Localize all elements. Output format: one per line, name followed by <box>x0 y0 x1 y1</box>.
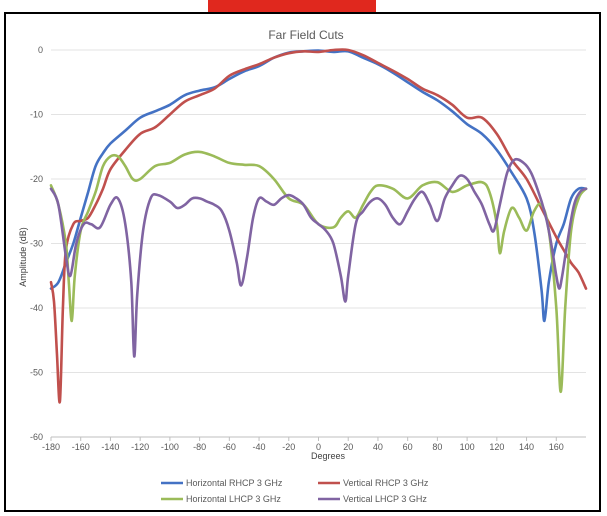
x-tick-label: 80 <box>432 442 442 452</box>
y-tick-label: -30 <box>30 239 43 249</box>
x-tick-label: -40 <box>253 442 266 452</box>
legend-label: Horizontal RHCP 3 GHz <box>186 478 283 488</box>
far-field-chart: Far Field Cuts 0-10-20-30-40-50-60 -180-… <box>18 28 588 504</box>
chart-frame: Far Field Cuts 0 -10 -20 -30 -40 -50 -60 -180-… <box>4 12 601 512</box>
x-tick-label: 20 <box>343 442 353 452</box>
y-tick-label: -50 <box>30 368 43 378</box>
y-tick-label: -60 <box>30 432 43 442</box>
header-tab-bar <box>208 0 376 12</box>
x-tick-label: -180 <box>42 442 60 452</box>
x-tick-label: -100 <box>161 442 179 452</box>
x-axis-label: Degrees <box>311 451 346 461</box>
x-tick-label: 60 <box>403 442 413 452</box>
legend-label: Vertical LHCP 3 GHz <box>343 494 427 504</box>
x-tick-label: -60 <box>223 442 236 452</box>
x-axis-ticks: -180 -160 -140 -120 -100 -80 -60 -40 -20 0 20 40 60 8… <box>42 437 564 452</box>
x-tick-label: -80 <box>193 442 206 452</box>
x-tick-label: 120 <box>489 442 504 452</box>
series-line-2 <box>49 150 588 394</box>
x-tick-label: 160 <box>549 442 564 452</box>
series-lines <box>49 48 588 404</box>
x-tick-label: -160 <box>72 442 90 452</box>
series-line-3 <box>49 157 588 358</box>
y-tick-label: -40 <box>30 303 43 313</box>
x-tick-label: -120 <box>131 442 149 452</box>
x-tick-label: 140 <box>519 442 534 452</box>
x-tick-label: -140 <box>101 442 119 452</box>
x-tick-label: 100 <box>460 442 475 452</box>
x-tick-label: -20 <box>282 442 295 452</box>
legend-label: Horizontal LHCP 3 GHz <box>186 494 281 504</box>
x-tick-label: 40 <box>373 442 383 452</box>
x-tick-label: 0 <box>316 442 321 452</box>
gridlines <box>51 49 586 438</box>
y-tick-label: 0 <box>38 45 43 55</box>
y-tick-label: -10 <box>30 110 43 120</box>
chart-title: Far Field Cuts <box>268 28 343 42</box>
legend-label: Vertical RHCP 3 GHz <box>343 478 429 488</box>
y-tick-label: -20 <box>30 174 43 184</box>
y-axis-label: Amplitude (dB) <box>18 227 28 287</box>
y-axis-ticks: 0 -10 -20 -30 -40 -50 -60 <box>30 45 43 442</box>
chart-legend: Horizontal RHCP 3 GHz Vertical RHCP 3 GHz… <box>161 478 429 504</box>
